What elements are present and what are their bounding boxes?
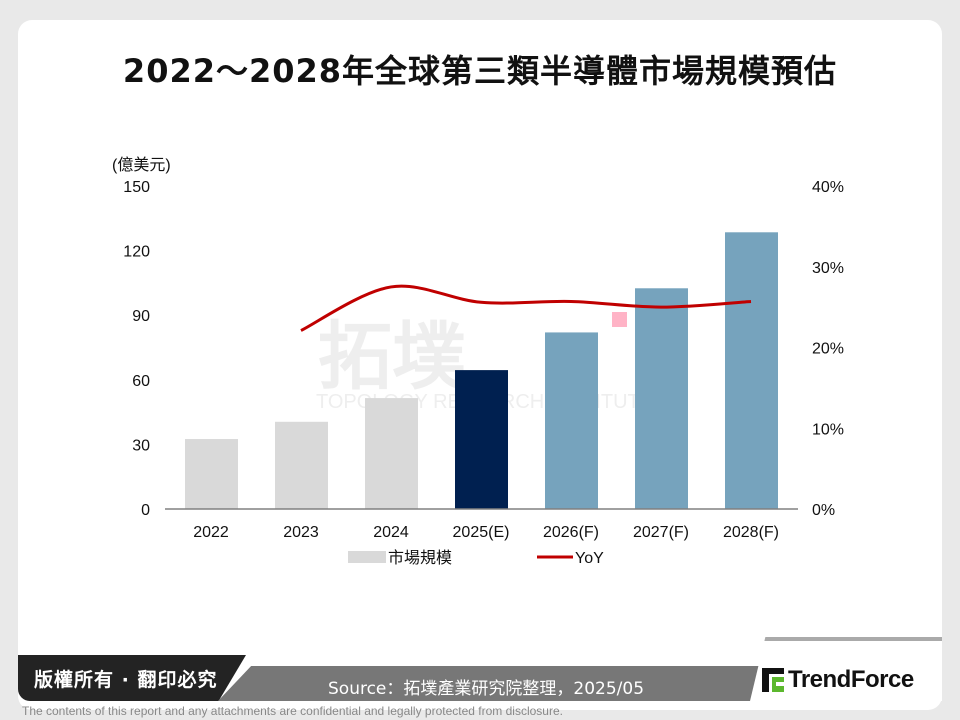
chart-title: 2022～2028年全球第三類半導體市場規模預估 bbox=[122, 52, 838, 90]
y-left-tick-label: 30 bbox=[132, 437, 150, 454]
x-tick-label: 2025(E) bbox=[453, 524, 510, 541]
bar-2027(F) bbox=[635, 288, 688, 509]
legend-label-market: 市場規模 bbox=[388, 549, 452, 567]
x-tick-label: 2022 bbox=[193, 524, 229, 541]
y-right-tick-label: 40% bbox=[812, 179, 844, 196]
disclaimer: The contents of this report and any atta… bbox=[22, 704, 563, 718]
bar-2023 bbox=[275, 421, 328, 509]
bar-2024 bbox=[365, 398, 418, 509]
y-right-tick-label: 20% bbox=[812, 341, 844, 358]
legend-swatch-market bbox=[348, 551, 386, 563]
y-right-tick-label: 30% bbox=[812, 260, 844, 277]
x-tick-label: 2026(F) bbox=[543, 524, 599, 541]
yoy-line bbox=[300, 284, 752, 332]
chart: 拓墣 TOPOLOGY RESEARCH INSTITUTE (億美元) 202… bbox=[112, 156, 844, 567]
trendforce-logo: TrendForce bbox=[762, 666, 914, 694]
source-text: Source：拓墣產業研究院整理，2025/05 bbox=[328, 679, 645, 699]
bar-2026(F) bbox=[545, 332, 598, 509]
y-right-tick-label: 0% bbox=[812, 502, 835, 519]
bar-2022 bbox=[185, 439, 238, 509]
copyright-banner: 版權所有 · 翻印必究 bbox=[18, 655, 246, 701]
trendforce-logo-icon bbox=[762, 668, 784, 692]
bar-2028(F) bbox=[725, 232, 778, 509]
logo-text: TrendForce bbox=[788, 666, 914, 693]
source-banner: Source：拓墣產業研究院整理，2025/05 bbox=[218, 666, 770, 701]
copyright-text: 版權所有 · 翻印必究 bbox=[34, 669, 218, 691]
y-left-tick-label: 60 bbox=[132, 373, 150, 390]
slide-card bbox=[18, 20, 942, 710]
y-left-tick-label: 90 bbox=[132, 308, 150, 325]
watermark-accent bbox=[612, 312, 627, 327]
x-tick-label: 2024 bbox=[373, 524, 409, 541]
x-tick-label: 2023 bbox=[283, 524, 319, 541]
bar-2025(E) bbox=[455, 370, 508, 509]
x-tick-label: 2028(F) bbox=[723, 524, 779, 541]
watermark-cn: 拓墣 bbox=[318, 314, 466, 400]
y-left-tick-label: 0 bbox=[141, 502, 150, 519]
y-left-label: (億美元) bbox=[112, 156, 171, 174]
y-right-tick-label: 10% bbox=[812, 421, 844, 438]
y-left-tick-label: 150 bbox=[123, 179, 150, 196]
y-left-tick-label: 120 bbox=[123, 244, 150, 261]
legend: 市場規模 YoY bbox=[348, 549, 604, 567]
legend-label-yoy: YoY bbox=[575, 550, 604, 567]
x-tick-label: 2027(F) bbox=[633, 524, 689, 541]
